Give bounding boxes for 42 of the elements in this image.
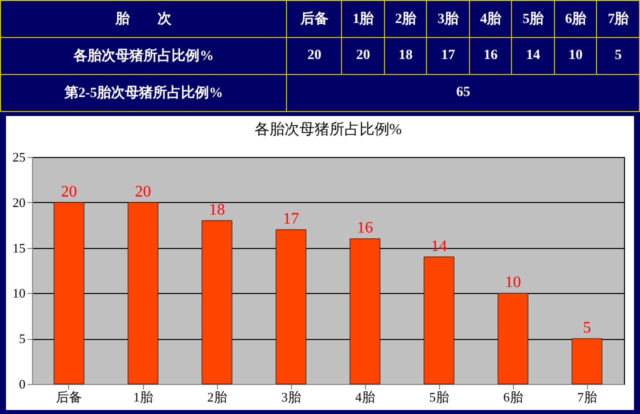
category-label: 6胎 (565, 12, 586, 27)
text: 10 (554, 38, 597, 74)
text: 第2-5胎次母猪所占比例% (0, 74, 287, 112)
x-tick-label: 1胎 (133, 390, 153, 404)
text: 胎 次 (0, 0, 287, 38)
category-label: 4胎 (480, 12, 502, 27)
text: 5 (596, 38, 640, 74)
y-tick-label: 20 (12, 194, 26, 210)
text: 20 (286, 38, 342, 74)
data-label: 10 (505, 274, 521, 292)
x-tick-label: 6胎 (503, 390, 523, 404)
chart-title: 各胎次母猪所占比例% (254, 121, 402, 138)
text: 20 (342, 38, 384, 74)
x-tick-label: 7胎 (577, 390, 597, 404)
category-label: 1胎 (352, 12, 374, 27)
text: 65 (286, 74, 640, 112)
data-label: 20 (135, 183, 151, 200)
text: 18 (384, 38, 427, 74)
category-label: 7胎 (608, 12, 629, 27)
y-tick-label: 5 (19, 331, 26, 346)
data-label: 17 (283, 210, 299, 228)
category-label: 3胎 (438, 12, 459, 27)
text: 各胎次母猪所占比例% (0, 38, 287, 74)
data-label: 5 (583, 320, 591, 337)
data-label: 18 (209, 202, 225, 219)
y-tick-label: 10 (12, 286, 26, 301)
data-label: 16 (357, 220, 373, 237)
category-label: 后备 (300, 12, 328, 27)
x-tick-label: 3胎 (281, 390, 301, 404)
x-tick-label: 4胎 (355, 390, 375, 404)
x-tick-label: 后备 (56, 390, 82, 404)
y-tick-label: 25 (12, 150, 26, 164)
y-tick-label: 15 (12, 240, 26, 256)
data-label: 20 (61, 183, 77, 200)
text: 17 (426, 38, 470, 74)
category-label: 5胎 (522, 12, 544, 27)
x-tick-label: 5胎 (429, 390, 449, 404)
text: 16 (469, 38, 512, 74)
category-label: 2胎 (395, 12, 416, 27)
y-tick-label: 0 (19, 376, 26, 392)
x-tick-label: 2胎 (207, 390, 227, 404)
text: 14 (512, 38, 554, 74)
